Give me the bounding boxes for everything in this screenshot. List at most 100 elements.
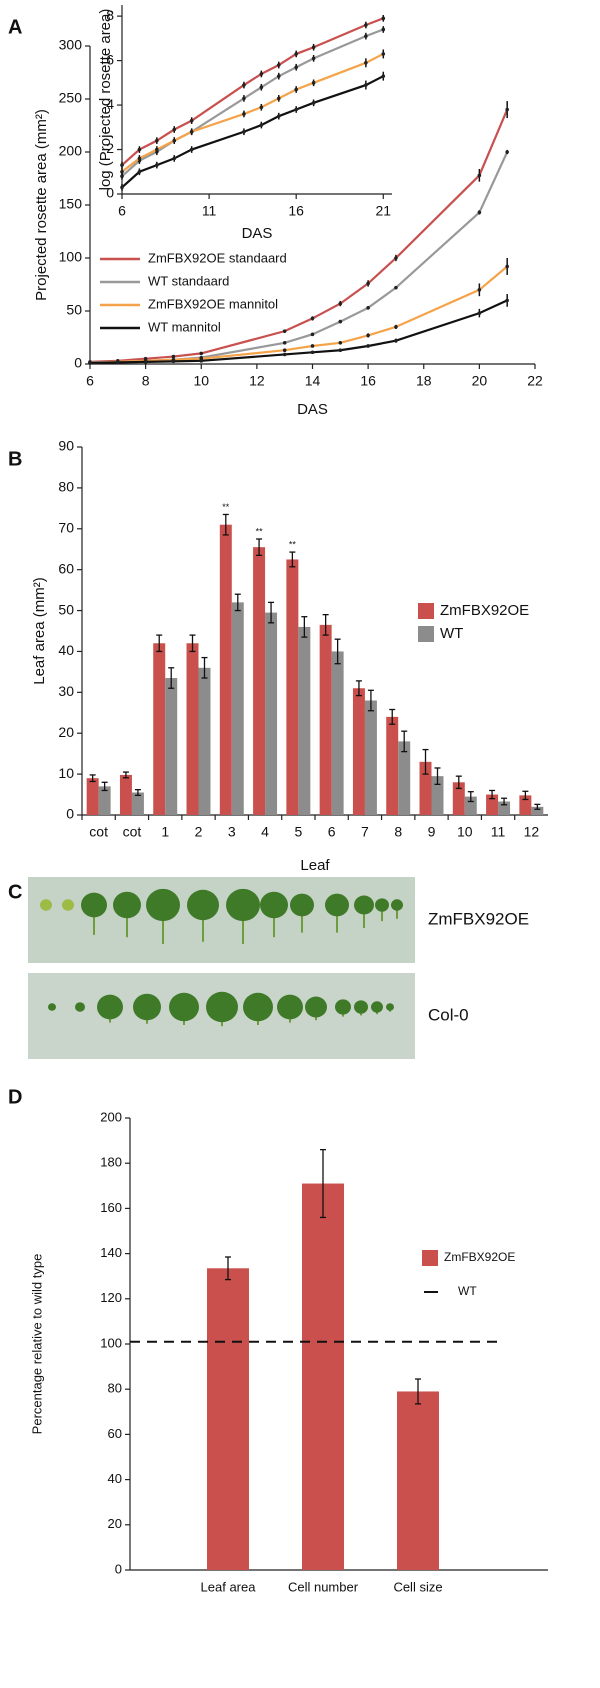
leaf [81, 892, 107, 918]
x-tick-label: 8 [142, 373, 150, 389]
x-tick-label: 11 [202, 203, 217, 219]
bar [231, 602, 244, 815]
bar [531, 806, 544, 815]
bar [302, 1183, 344, 1570]
bar [86, 778, 99, 815]
bar [298, 626, 311, 815]
point [311, 45, 316, 50]
y-tick-label: 70 [58, 519, 74, 535]
leaf [277, 994, 303, 1020]
bar [452, 782, 465, 815]
y-tick-label: 6 [106, 51, 114, 67]
panel-label: B [8, 448, 22, 470]
series-line [121, 17, 384, 166]
y-axis-label: log (Projected rosette area) [97, 9, 114, 191]
x-tick-label: 14 [305, 373, 321, 389]
legend-label: WT [440, 625, 463, 642]
bar [186, 643, 199, 815]
point [394, 256, 398, 260]
point [477, 311, 482, 315]
point [155, 147, 159, 152]
point [381, 74, 386, 78]
panel-label: D [8, 1086, 22, 1108]
point [394, 325, 398, 329]
y-tick-label: 20 [108, 1516, 122, 1531]
point [477, 210, 482, 215]
point [137, 147, 142, 152]
point [311, 81, 316, 85]
leaf [260, 891, 288, 919]
point [394, 285, 398, 290]
x-tick-label: 3 [228, 824, 236, 840]
leaf [226, 888, 260, 922]
point [381, 16, 386, 21]
point [310, 316, 315, 321]
leaf [206, 991, 238, 1023]
point [276, 74, 281, 78]
x-tick-label: 16 [360, 373, 376, 389]
y-tick-label: 90 [58, 438, 74, 454]
bar [219, 524, 232, 815]
leaf [391, 899, 403, 911]
point [172, 138, 177, 143]
point [310, 350, 315, 355]
series-line [121, 75, 384, 189]
bar [352, 688, 365, 815]
y-axis-label: Leaf area (mm²) [31, 577, 48, 685]
legend-label: WT mannitol [148, 319, 221, 334]
point [172, 127, 177, 132]
point [294, 87, 298, 92]
legend-label: ZmFBX92OE [444, 1250, 515, 1264]
y-tick-label: 200 [59, 143, 83, 159]
x-tick-label: 6 [86, 373, 94, 389]
legend-swatch [418, 603, 434, 619]
legend-label: ZmFBX92OE mannitol [148, 296, 278, 311]
significance: ** [222, 502, 230, 512]
point [364, 23, 368, 27]
x-tick-label: 1 [161, 824, 169, 840]
x-tick-label: 11 [491, 824, 506, 840]
significance: ** [289, 539, 297, 549]
y-tick-label: 50 [66, 302, 82, 318]
point [364, 61, 368, 65]
leaf [48, 1003, 56, 1011]
y-tick-label: 30 [58, 683, 74, 699]
point [282, 341, 287, 345]
bar [419, 761, 432, 815]
leaf [187, 889, 219, 921]
y-tick-label: 160 [100, 1200, 122, 1215]
y-tick-label: 100 [59, 249, 83, 265]
y-tick-label: 4 [106, 96, 114, 112]
series-line [89, 299, 508, 365]
point [276, 63, 281, 67]
y-tick-label: 200 [100, 1109, 122, 1124]
y-tick-label: 2 [106, 140, 114, 156]
point [199, 351, 204, 356]
y-tick-label: 180 [100, 1155, 122, 1170]
leaf [290, 893, 314, 917]
leaf [375, 898, 389, 912]
leaf [371, 1001, 383, 1013]
y-tick-label: 0 [115, 1561, 122, 1576]
x-tick-label: 4 [261, 824, 269, 840]
x-tick-label: 6 [118, 203, 126, 219]
point [505, 298, 509, 303]
point [294, 65, 298, 70]
y-tick-label: 40 [108, 1471, 122, 1486]
bar [286, 559, 299, 815]
point [189, 147, 194, 152]
x-tick-label: 8 [394, 824, 402, 840]
point [259, 105, 264, 110]
bar [165, 678, 178, 815]
point [310, 332, 315, 337]
x-tick-label: 2 [195, 824, 203, 840]
bar [486, 794, 499, 815]
bar [198, 667, 211, 815]
x-tick-label: 10 [457, 824, 473, 840]
point [282, 329, 287, 333]
point [338, 348, 343, 353]
bar [386, 716, 399, 815]
x-tick-label: 10 [193, 373, 209, 389]
point [366, 306, 370, 310]
